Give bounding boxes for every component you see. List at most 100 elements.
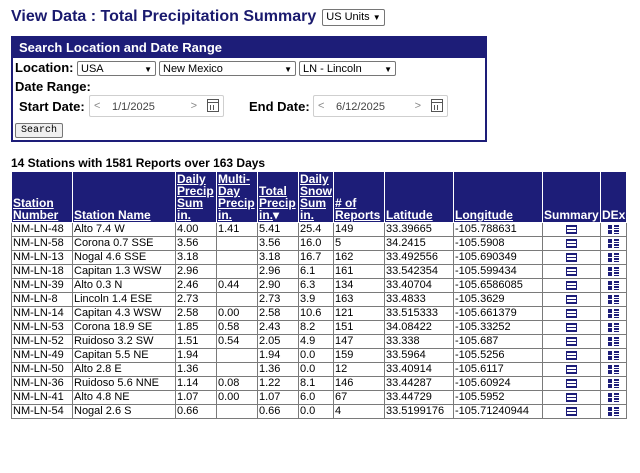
cell-summary (542, 376, 601, 391)
table-row: NM-LN-13 Nogal 4.6 SSE 3.18 3.18 16.7 162 33.4… (11, 250, 628, 265)
end-date-input[interactable]: < 6/12/2025 > (313, 95, 448, 117)
state-select[interactable]: New Mexico ▼ (159, 61, 296, 76)
data-explorer-icon[interactable] (608, 294, 620, 304)
col-latitude[interactable]: Latitude (384, 171, 454, 223)
summary-report-icon[interactable] (566, 364, 577, 374)
cell-multi-day-precip (216, 264, 258, 279)
cell-daily-precip: 1.14 (175, 376, 217, 391)
col-num-reports[interactable]: # of Reports (333, 171, 385, 223)
cell-total-precip: 2.90 (257, 278, 299, 293)
cell-station-number: NM-LN-14 (11, 306, 73, 321)
cell-daily-precip: 2.46 (175, 278, 217, 293)
cell-summary (542, 390, 601, 405)
cell-station-number: NM-LN-50 (11, 362, 73, 377)
chevron-right-icon[interactable]: > (190, 100, 197, 112)
col-total-precip[interactable]: Total Precip in.▾ (257, 171, 299, 223)
data-explorer-icon[interactable] (608, 322, 620, 332)
data-explorer-icon[interactable] (608, 252, 620, 262)
col-multi-day-precip[interactable]: Multi-Day Precip in. (216, 171, 258, 223)
data-explorer-icon[interactable] (608, 364, 620, 374)
cell-longitude: -105.3629 (453, 292, 543, 307)
col-station-name[interactable]: Station Name (72, 171, 176, 223)
cell-dex (599, 292, 628, 307)
cell-daily-snow: 0.0 (298, 348, 334, 363)
col-daily-precip[interactable]: Daily Precip Sum in. (175, 171, 217, 223)
summary-report-icon[interactable] (566, 224, 577, 234)
cell-longitude: -105.788631 (453, 222, 543, 237)
data-explorer-icon[interactable] (608, 280, 620, 290)
summary-report-icon[interactable] (566, 252, 577, 262)
summary-report-icon[interactable] (566, 294, 577, 304)
summary-report-icon[interactable] (566, 336, 577, 346)
data-explorer-icon[interactable] (608, 336, 620, 346)
table-row: NM-LN-39 Alto 0.3 N 2.46 0.44 2.90 6.3 134 33.4… (11, 278, 628, 293)
summary-report-icon[interactable] (566, 392, 577, 402)
cell-daily-snow: 6.0 (298, 390, 334, 405)
cell-longitude: -105.60924 (453, 376, 543, 391)
cell-latitude: 33.5964 (384, 348, 454, 363)
col-daily-snow[interactable]: Daily Snow Sum in. (298, 171, 334, 223)
calendar-icon[interactable] (431, 99, 443, 112)
summary-report-icon[interactable] (566, 350, 577, 360)
data-explorer-icon[interactable] (608, 350, 620, 360)
summary-report-icon[interactable] (566, 322, 577, 332)
cell-station-number: NM-LN-53 (11, 320, 73, 335)
cell-daily-snow: 8.2 (298, 320, 334, 335)
data-explorer-icon[interactable] (608, 378, 620, 388)
page-header: View Data : Total Precipitation Summary … (11, 6, 385, 28)
cell-station-name: Ruidoso 5.6 NNE (72, 376, 176, 391)
chevron-left-icon[interactable]: < (318, 100, 325, 112)
calendar-icon[interactable] (207, 99, 219, 112)
table-row: NM-LN-53 Corona 18.9 SE 1.85 0.58 2.43 8.2 151… (11, 320, 628, 335)
summary-report-icon[interactable] (566, 280, 577, 290)
summary-report-icon[interactable] (566, 308, 577, 318)
summary-report-icon[interactable] (566, 266, 577, 276)
end-date-label: End Date: (249, 99, 310, 114)
start-date-label: Start Date: (19, 99, 85, 114)
data-explorer-icon[interactable] (608, 266, 620, 276)
table-row: NM-LN-50 Alto 2.8 E 1.36 1.36 0.0 12 33.40914-… (11, 362, 628, 377)
cell-longitude: -105.6117 (453, 362, 543, 377)
data-explorer-icon[interactable] (608, 308, 620, 318)
date-range-label: Date Range: (15, 79, 91, 94)
country-select[interactable]: USA ▼ (77, 61, 156, 76)
search-button[interactable]: Search (15, 123, 64, 138)
table-row: NM-LN-54 Nogal 2.6 S 0.66 0.66 0.0 4 33.519917… (11, 404, 628, 419)
summary-report-icon[interactable] (566, 238, 577, 248)
summary-report-icon[interactable] (566, 406, 577, 416)
summary-report-icon[interactable] (566, 378, 577, 388)
start-date-input[interactable]: < 1/1/2025 > (89, 95, 224, 117)
units-select[interactable]: US Units ▼ (322, 8, 385, 26)
cell-summary (542, 334, 601, 349)
data-explorer-icon[interactable] (608, 224, 620, 234)
data-explorer-icon[interactable] (608, 406, 620, 416)
cell-station-number: NM-LN-48 (11, 222, 73, 237)
cell-latitude: 33.40914 (384, 362, 454, 377)
cell-dex (599, 320, 628, 335)
cell-daily-precip: 1.85 (175, 320, 217, 335)
chevron-right-icon[interactable]: > (414, 100, 421, 112)
cell-summary (542, 292, 601, 307)
cell-latitude: 33.338 (384, 334, 454, 349)
cell-station-number: NM-LN-36 (11, 376, 73, 391)
cell-dex (599, 362, 628, 377)
cell-station-name: Alto 4.8 NE (72, 390, 176, 405)
table-row: NM-LN-36 Ruidoso 5.6 NNE 1.14 0.08 1.22 8.1 14… (11, 376, 628, 391)
cell-station-name: Capitan 5.5 NE (72, 348, 176, 363)
cell-daily-snow: 6.1 (298, 264, 334, 279)
cell-multi-day-precip: 0.00 (216, 390, 258, 405)
cell-station-number: NM-LN-49 (11, 348, 73, 363)
cell-dex (599, 236, 628, 251)
col-summary: Summary (542, 171, 601, 223)
cell-summary (542, 306, 601, 321)
chevron-left-icon[interactable]: < (94, 100, 101, 112)
cell-daily-precip: 2.58 (175, 306, 217, 321)
data-explorer-icon[interactable] (608, 238, 620, 248)
data-explorer-icon[interactable] (608, 392, 620, 402)
col-longitude[interactable]: Longitude (453, 171, 543, 223)
cell-multi-day-precip (216, 404, 258, 419)
cell-total-precip: 3.56 (257, 236, 299, 251)
cell-num-reports: 146 (333, 376, 385, 391)
county-select[interactable]: LN - Lincoln ▼ (299, 61, 396, 76)
col-station-number[interactable]: Station Number (11, 171, 73, 223)
